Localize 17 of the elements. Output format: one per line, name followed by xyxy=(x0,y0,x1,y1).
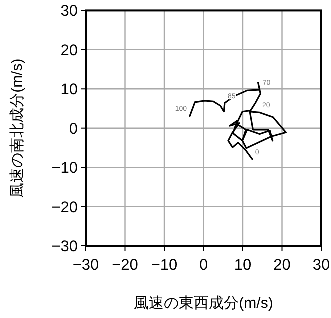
x-tick-label: −30 xyxy=(72,257,100,274)
y-tick-label: 30 xyxy=(60,3,78,20)
x-tick-label: 30 xyxy=(312,257,330,274)
x-tick-label: −20 xyxy=(112,257,139,274)
x-tick-label: −10 xyxy=(151,257,178,274)
y-tick-label: −10 xyxy=(52,160,78,178)
x-tick-label: 10 xyxy=(234,257,252,274)
y-tick-label: −20 xyxy=(52,199,78,216)
y-tick-label: 20 xyxy=(60,42,78,60)
line-series xyxy=(189,82,287,160)
y-tick-label: 10 xyxy=(60,82,78,99)
x-tick-label: 0 xyxy=(199,257,208,274)
y-axis-title: 風速の南北成分(m/s) xyxy=(9,58,26,198)
x-tick-label: 20 xyxy=(274,257,292,274)
y-tick-label: 0 xyxy=(69,120,78,138)
x-axis-title: 風速の東西成分(m/s) xyxy=(134,295,274,312)
y-tick-label: −30 xyxy=(52,238,78,256)
